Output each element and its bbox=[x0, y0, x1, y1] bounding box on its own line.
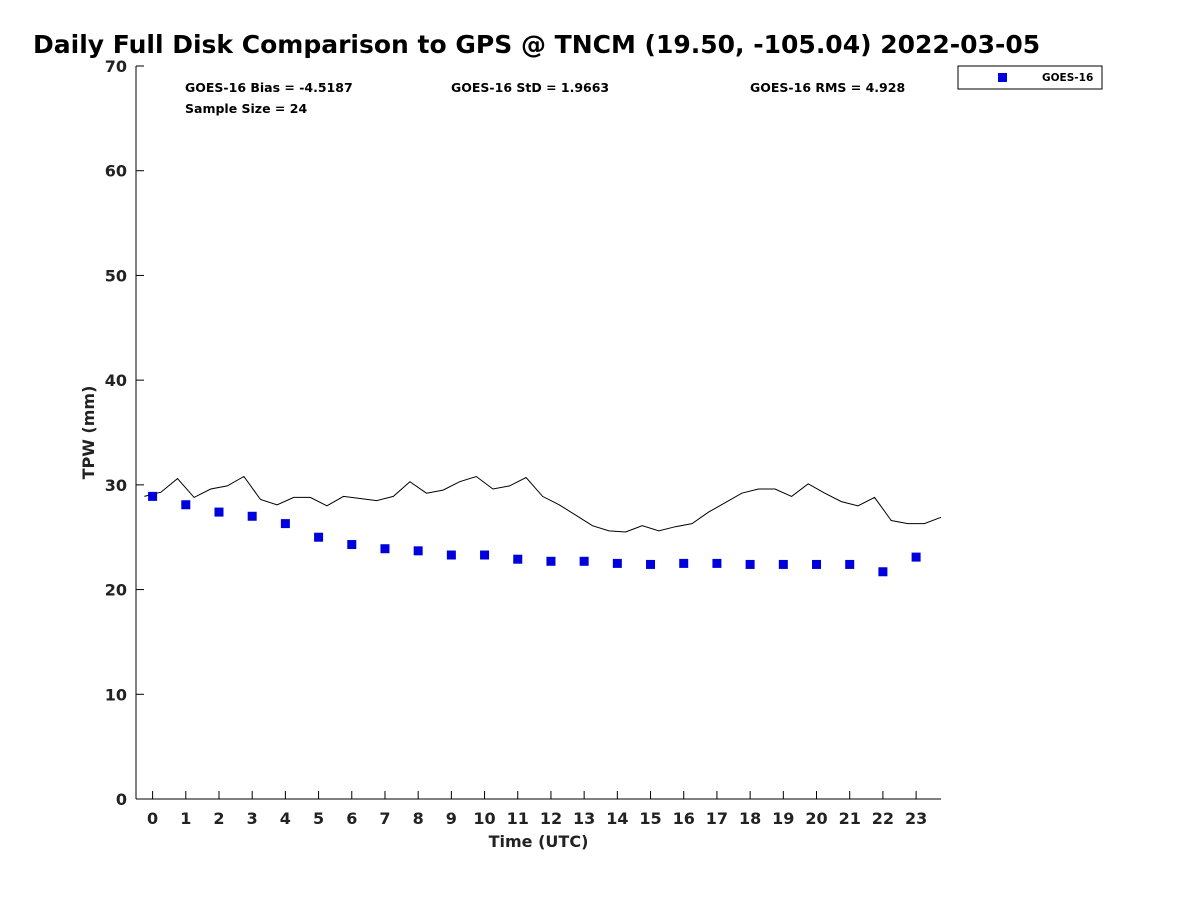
stat-std: GOES-16 StD = 1.9663 bbox=[451, 80, 609, 95]
x-tick-label: 23 bbox=[905, 809, 927, 828]
goes16-point bbox=[812, 559, 822, 569]
goes16-point bbox=[513, 554, 523, 564]
x-tick-label: 20 bbox=[805, 809, 827, 828]
goes16-point bbox=[646, 559, 656, 569]
series-goes16 bbox=[148, 491, 921, 577]
y-tick-label: 70 bbox=[105, 57, 127, 76]
goes16-point bbox=[247, 511, 257, 521]
goes16-point bbox=[347, 540, 357, 550]
goes16-point bbox=[745, 559, 755, 569]
goes16-point bbox=[380, 544, 390, 554]
stat-rms: GOES-16 RMS = 4.928 bbox=[750, 80, 905, 95]
gps-line bbox=[144, 475, 942, 533]
y-tick-label: 60 bbox=[105, 162, 127, 181]
legend-box bbox=[957, 65, 1103, 90]
x-tick-label: 3 bbox=[247, 809, 258, 828]
y-tick-label: 10 bbox=[105, 685, 127, 704]
x-axis-label: Time (UTC) bbox=[489, 832, 589, 851]
goes16-point bbox=[712, 558, 722, 568]
goes16-point bbox=[878, 567, 888, 577]
x-tick-label: 21 bbox=[839, 809, 861, 828]
y-tick-label: 0 bbox=[116, 790, 127, 809]
goes16-point bbox=[679, 558, 689, 568]
goes16-point bbox=[778, 559, 788, 569]
x-tick-label: 14 bbox=[606, 809, 628, 828]
goes16-point bbox=[579, 556, 589, 566]
goes16-point bbox=[280, 519, 290, 529]
goes16-point bbox=[413, 546, 423, 556]
y-tick-label: 50 bbox=[105, 266, 127, 285]
x-tick-label: 6 bbox=[346, 809, 357, 828]
x-tick-label: 10 bbox=[473, 809, 495, 828]
goes16-point bbox=[612, 558, 622, 568]
series-line-gps bbox=[144, 475, 942, 533]
x-tick-label: 13 bbox=[573, 809, 595, 828]
x-tick-label: 15 bbox=[639, 809, 661, 828]
x-tick-label: 11 bbox=[507, 809, 529, 828]
x-tick-label: 17 bbox=[706, 809, 728, 828]
goes16-point bbox=[911, 552, 921, 562]
legend-marker bbox=[998, 73, 1007, 82]
y-tick-label: 30 bbox=[105, 476, 127, 495]
goes16-point bbox=[480, 550, 490, 560]
x-tick-label: 19 bbox=[772, 809, 794, 828]
x-tick-label: 0 bbox=[147, 809, 158, 828]
legend: GOES-16 bbox=[957, 65, 1103, 90]
x-tick-label: 9 bbox=[446, 809, 457, 828]
x-tick-label: 18 bbox=[739, 809, 761, 828]
x-tick-label: 1 bbox=[180, 809, 191, 828]
x-tick-label: 8 bbox=[413, 809, 424, 828]
goes16-point bbox=[845, 559, 855, 569]
goes16-point bbox=[546, 556, 556, 566]
goes16-point bbox=[446, 550, 456, 560]
x-tick-label: 22 bbox=[872, 809, 894, 828]
goes16-point bbox=[181, 500, 191, 510]
stat-sample-size: Sample Size = 24 bbox=[185, 101, 307, 116]
chart-title: Daily Full Disk Comparison to GPS @ TNCM… bbox=[33, 30, 1041, 59]
y-tick-label: 40 bbox=[105, 371, 127, 390]
x-tick-label: 4 bbox=[280, 809, 291, 828]
x-tick-label: 5 bbox=[313, 809, 324, 828]
x-tick-label: 7 bbox=[379, 809, 390, 828]
legend-label: GOES-16 bbox=[1042, 72, 1093, 84]
stat-bias: GOES-16 Bias = -4.5187 bbox=[185, 80, 353, 95]
goes16-point bbox=[148, 491, 158, 501]
goes16-point bbox=[214, 507, 224, 517]
y-tick-label: 20 bbox=[105, 581, 127, 600]
goes16-point bbox=[314, 532, 324, 542]
x-tick-label: 2 bbox=[213, 809, 224, 828]
x-tick-label: 16 bbox=[673, 809, 695, 828]
y-axis-label: TPW (mm) bbox=[79, 386, 98, 480]
x-tick-label: 12 bbox=[540, 809, 562, 828]
